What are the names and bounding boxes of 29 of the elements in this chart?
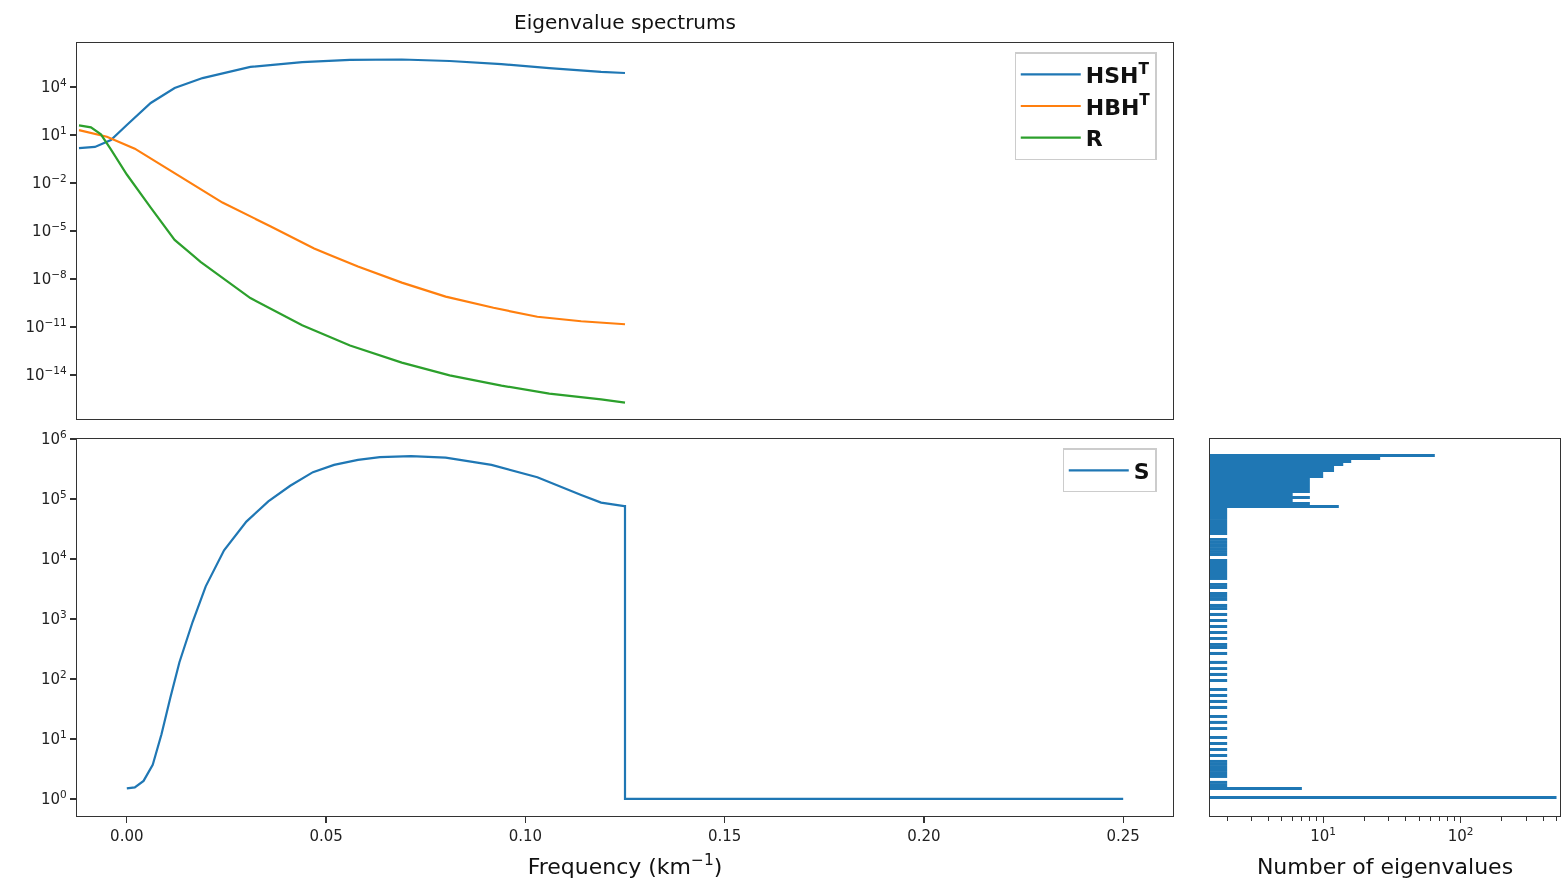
legend-label: R <box>1085 126 1103 152</box>
legend-label: HBH$^{T}$ <box>1085 91 1151 120</box>
legend-label: S <box>1133 459 1150 485</box>
x-tick-label: 0.00 <box>110 827 144 846</box>
x-tick-label: 0.05 <box>309 827 343 846</box>
y-tick-label: 10$^{5}$ <box>40 487 67 509</box>
y-tick-label: 10$^{−5}$ <box>32 219 67 241</box>
x-tick-label: 0.10 <box>508 827 543 846</box>
legend-label: HSH$^{T}$ <box>1085 59 1150 88</box>
x-tick-label: 10$^{1}$ <box>1310 825 1337 846</box>
x-axis-title: Frequency (km$^{−1}$) <box>527 850 723 880</box>
x-tick-label: 0.20 <box>907 827 941 846</box>
y-tick-label: 10$^{−2}$ <box>32 171 67 193</box>
y-tick-label: 10$^{−8}$ <box>32 267 67 289</box>
chart-title: Eigenvalue spectrums <box>514 10 736 34</box>
x-tick-label: 0.25 <box>1106 827 1140 846</box>
y-tick-label: 10$^{−11}$ <box>25 316 67 337</box>
x-axis-title: Number of eigenvalues <box>1256 854 1514 880</box>
y-tick-label: 10$^{4}$ <box>40 547 68 569</box>
y-tick-label: 10$^{2}$ <box>40 667 67 689</box>
x-tick-label: 0.15 <box>707 827 742 846</box>
x-tick-label: 10$^{2}$ <box>1447 825 1474 846</box>
y-tick-label: 10$^{6}$ <box>40 427 68 449</box>
y-tick-label: 10$^{3}$ <box>40 607 67 629</box>
y-tick-label: 10$^{4}$ <box>40 75 68 97</box>
y-tick-label: 10$^{−14}$ <box>25 364 68 385</box>
y-tick-label: 10$^{0}$ <box>40 787 67 809</box>
y-tick-label: 10$^{1}$ <box>40 727 67 749</box>
y-tick-label: 10$^{1}$ <box>40 123 67 145</box>
